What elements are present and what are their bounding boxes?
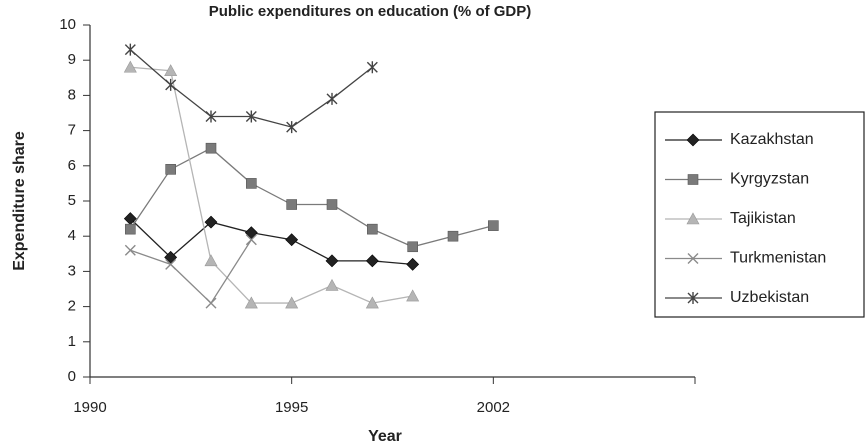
marker	[165, 258, 177, 270]
legend-label: Turkmenistan	[730, 250, 826, 267]
legend-label: Kyrgyzstan	[730, 171, 809, 188]
series-line	[129, 218, 413, 266]
marker	[326, 199, 338, 210]
y-tick-label: 8	[68, 86, 76, 103]
y-tick-label: 10	[59, 16, 76, 33]
marker	[325, 254, 339, 268]
marker	[286, 199, 297, 210]
x-axis-title: Year	[368, 428, 402, 445]
legend-marker	[686, 212, 700, 225]
legend-box	[654, 111, 865, 318]
marker	[124, 43, 136, 56]
marker	[447, 230, 459, 242]
marker	[285, 296, 299, 309]
legend-marker	[687, 292, 699, 304]
legend-marker	[687, 253, 699, 264]
legend-label: Tajikistan	[730, 210, 796, 227]
legend-marker	[686, 133, 700, 147]
y-tick-label: 4	[68, 227, 76, 244]
x-tick-label: 1995	[275, 399, 308, 416]
marker	[164, 64, 178, 77]
series-line	[129, 147, 494, 248]
marker	[406, 289, 420, 302]
marker	[366, 61, 378, 74]
marker	[205, 297, 217, 309]
x-tick-label: 1990	[73, 399, 106, 416]
marker	[488, 220, 499, 231]
marker	[125, 223, 136, 235]
marker	[286, 121, 298, 134]
marker	[204, 215, 218, 229]
legend-marker	[687, 174, 699, 185]
y-axis-title: Expenditure share	[11, 131, 28, 271]
series-line	[130, 239, 252, 305]
marker	[406, 257, 420, 271]
marker	[407, 241, 418, 253]
marker	[205, 142, 217, 154]
series-line	[130, 66, 413, 304]
marker	[245, 110, 257, 123]
marker	[244, 296, 258, 309]
marker	[245, 234, 257, 246]
marker	[365, 296, 379, 309]
y-tick-label: 7	[68, 122, 76, 139]
y-tick-label: 0	[68, 368, 76, 385]
x-tick-label: 2002	[477, 399, 510, 416]
marker	[165, 78, 177, 91]
y-tick-label: 5	[68, 192, 76, 209]
marker	[325, 278, 339, 291]
chart-title: Public expenditures on education (% of G…	[209, 3, 532, 20]
marker	[365, 254, 379, 268]
marker	[246, 178, 257, 189]
y-tick-label: 6	[68, 157, 76, 174]
marker	[244, 226, 258, 240]
legend-label: Uzbekistan	[730, 289, 809, 306]
y-tick-label: 3	[68, 262, 76, 279]
marker	[367, 223, 378, 235]
y-tick-label: 1	[68, 333, 76, 350]
marker	[285, 233, 299, 247]
marker	[205, 110, 217, 123]
marker	[123, 60, 137, 73]
marker	[326, 92, 338, 105]
legend-label: Kazakhstan	[730, 131, 814, 148]
marker	[124, 244, 136, 256]
y-tick-label: 2	[68, 298, 76, 315]
marker	[204, 254, 218, 267]
y-tick-label: 9	[68, 51, 76, 68]
marker	[164, 250, 178, 264]
marker	[165, 164, 176, 175]
